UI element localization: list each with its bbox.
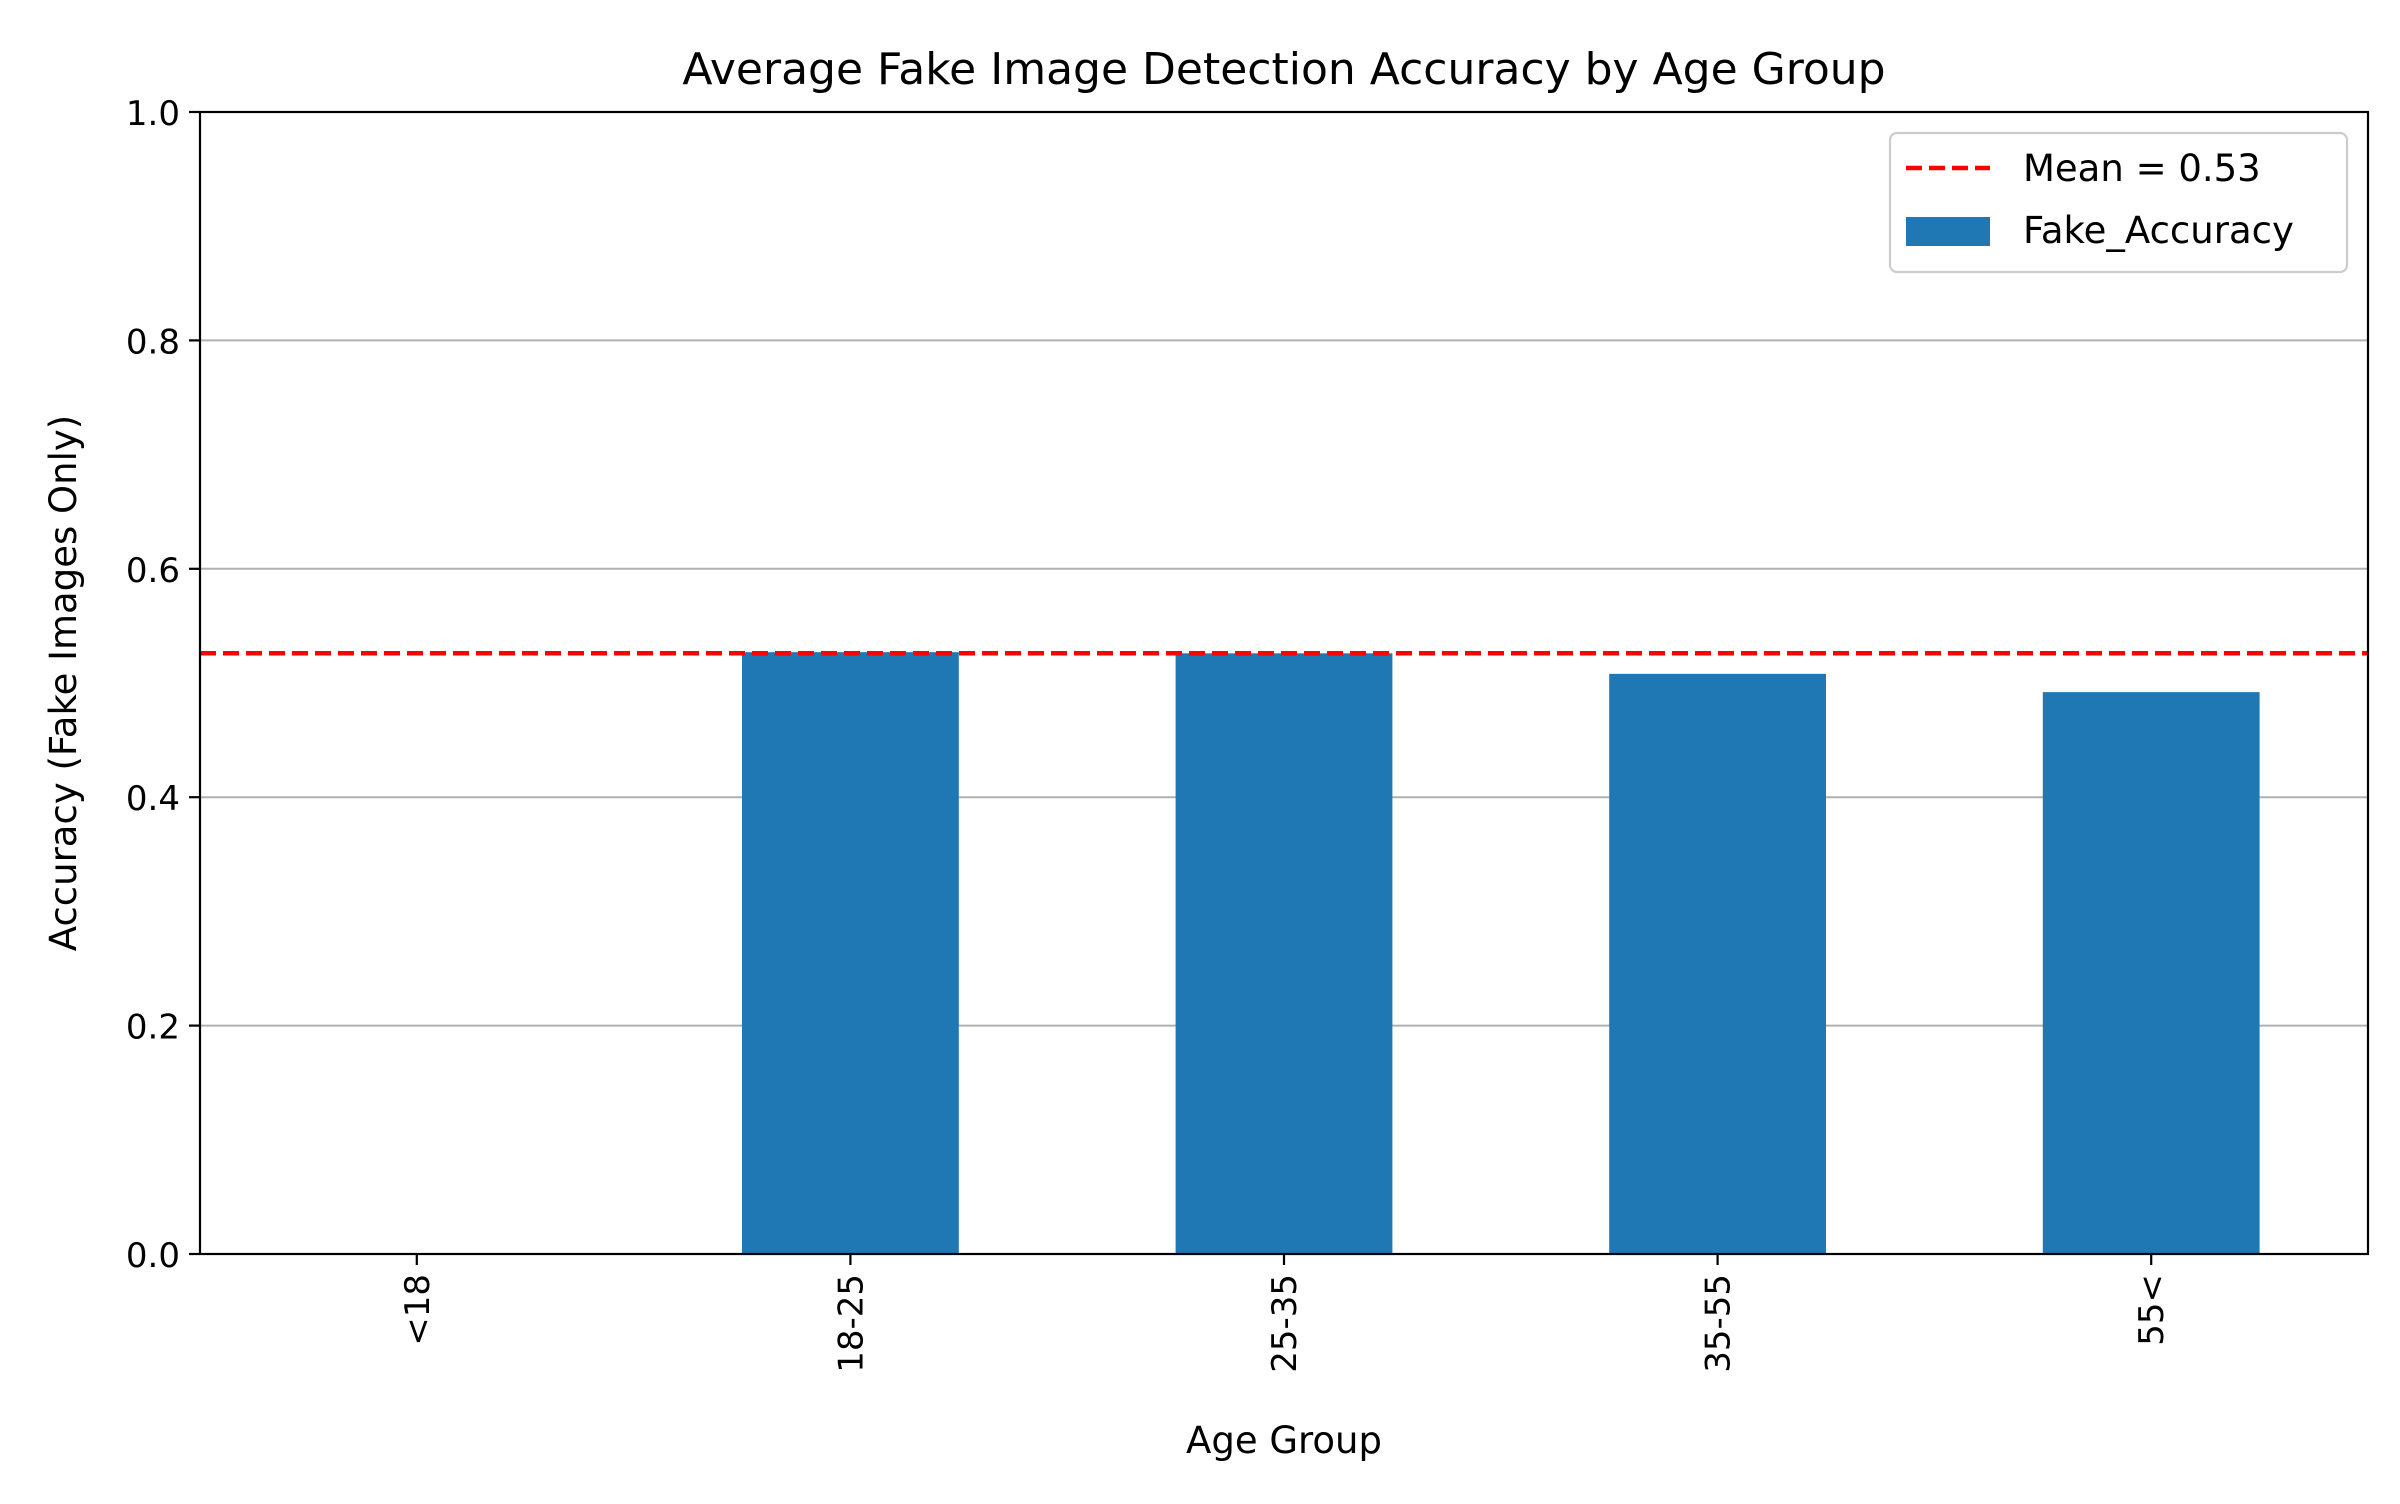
legend: Mean = 0.53 Fake_Accuracy xyxy=(1888,131,2349,274)
legend-bar-swatch xyxy=(1906,217,1990,246)
y-tick-label: 0.4 xyxy=(126,779,180,819)
y-axis-label: Accuracy (Fake Images Only) xyxy=(42,415,85,951)
y-tick-label: 1.0 xyxy=(126,94,180,134)
legend-frame xyxy=(1888,131,2349,274)
x-tick-label: 25-35 xyxy=(1265,1274,1305,1373)
bars xyxy=(742,652,2260,1254)
x-tick-label: 55< xyxy=(2132,1274,2172,1346)
legend-mean-label: Mean = 0.53 xyxy=(2023,147,2261,190)
chart-title: Average Fake Image Detection Accuracy by… xyxy=(682,44,1885,95)
bar xyxy=(1175,653,1393,1254)
legend-series-label: Fake_Accuracy xyxy=(2023,209,2294,252)
y-tick-label: 0.8 xyxy=(126,322,180,362)
bar xyxy=(742,652,959,1254)
x-axis-ticks: <18 18-25 25-35 35-55 55< xyxy=(398,1254,2172,1373)
y-tick-label: 0.0 xyxy=(126,1236,180,1276)
x-tick-label: 35-55 xyxy=(1699,1274,1739,1373)
bar xyxy=(1609,673,1826,1254)
x-axis-label: Age Group xyxy=(1186,1419,1382,1462)
x-tick-label: <18 xyxy=(398,1274,438,1346)
y-tick-label: 0.2 xyxy=(126,1008,180,1048)
bar xyxy=(2042,692,2260,1254)
x-tick-label: 18-25 xyxy=(831,1274,871,1373)
y-axis-ticks: 0.0 0.2 0.4 0.6 0.8 1.0 xyxy=(126,94,200,1276)
y-tick-label: 0.6 xyxy=(126,551,180,591)
